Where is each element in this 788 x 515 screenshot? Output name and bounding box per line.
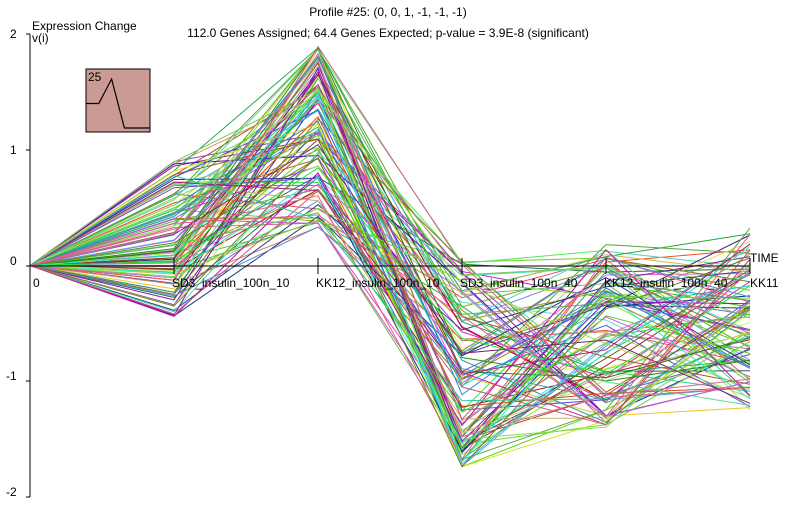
gene-series-line — [29, 90, 751, 398]
gene-series-line — [29, 226, 751, 340]
y-tick-label: 1 — [10, 143, 17, 157]
gene-series-line — [29, 207, 751, 299]
gene-series-line — [29, 57, 751, 315]
gene-series-line — [29, 177, 751, 453]
y-tick-label: -1 — [6, 369, 17, 383]
gene-series-group — [29, 45, 751, 468]
profile-thumbnail: 25 — [85, 68, 151, 133]
y-tick-label: 2 — [10, 27, 17, 41]
gene-series-line — [29, 88, 751, 451]
gene-series-line — [29, 177, 751, 373]
x-tick-label: SD3_insulin_100n_40 — [460, 276, 578, 290]
x-tick-label: SD3_insulin_100n_10 — [172, 276, 290, 290]
gene-series-line — [29, 123, 751, 468]
gene-series-line — [29, 71, 751, 450]
gene-series-line — [29, 174, 751, 402]
y-axis-label: Expression Change — [32, 19, 137, 33]
x-tick-label: 0 — [33, 276, 40, 290]
gene-series-line — [29, 92, 751, 387]
x-tick-label: KK12_insulin_100n_10 — [316, 276, 440, 290]
gene-series-line — [29, 189, 751, 426]
gene-series-line — [29, 96, 751, 463]
gene-series-line — [29, 183, 751, 417]
x-tick-group: 0 SD3_insulin_100n_10 KK12_insulin_100n_… — [33, 251, 779, 290]
gene-series-line — [29, 59, 751, 438]
y-tick-group: 2 1 0 -1 -2 — [6, 27, 30, 499]
gene-series-line — [29, 167, 751, 375]
y-axis-label-sub: v(i) — [32, 31, 49, 45]
gene-series-line — [29, 89, 751, 439]
profile-id-label: 25 — [88, 70, 102, 84]
x-tick-label: KK11 — [750, 276, 779, 290]
gene-series-line — [29, 226, 751, 355]
gene-series-line — [29, 89, 751, 319]
profile-thumbnail-box — [85, 68, 151, 133]
x-axis-label: TIME — [750, 251, 779, 265]
gene-series-line — [29, 165, 751, 411]
gene-series-line — [29, 134, 751, 450]
profile-pattern-line — [86, 77, 150, 129]
chart-subtitle: 112.0 Genes Assigned; 64.4 Genes Expecte… — [187, 26, 589, 40]
gene-series-line — [29, 172, 751, 427]
gene-series-line — [29, 76, 751, 434]
gene-series-line — [29, 46, 751, 382]
gene-series-line — [29, 181, 751, 375]
gene-series-line — [29, 118, 751, 393]
gene-series-line — [29, 157, 751, 468]
gene-series-line — [29, 55, 751, 379]
y-tick-label: 0 — [10, 254, 17, 268]
gene-series-line — [29, 108, 751, 423]
chart-title: Profile #25: (0, 0, 1, -1, -1, -1) — [309, 5, 466, 19]
gene-series-line — [29, 214, 751, 418]
gene-series-line — [29, 147, 751, 420]
gene-series-line — [29, 48, 751, 417]
y-tick-label: -2 — [6, 485, 17, 499]
x-tick-label: KK12_insulin_100n_40 — [604, 276, 728, 290]
